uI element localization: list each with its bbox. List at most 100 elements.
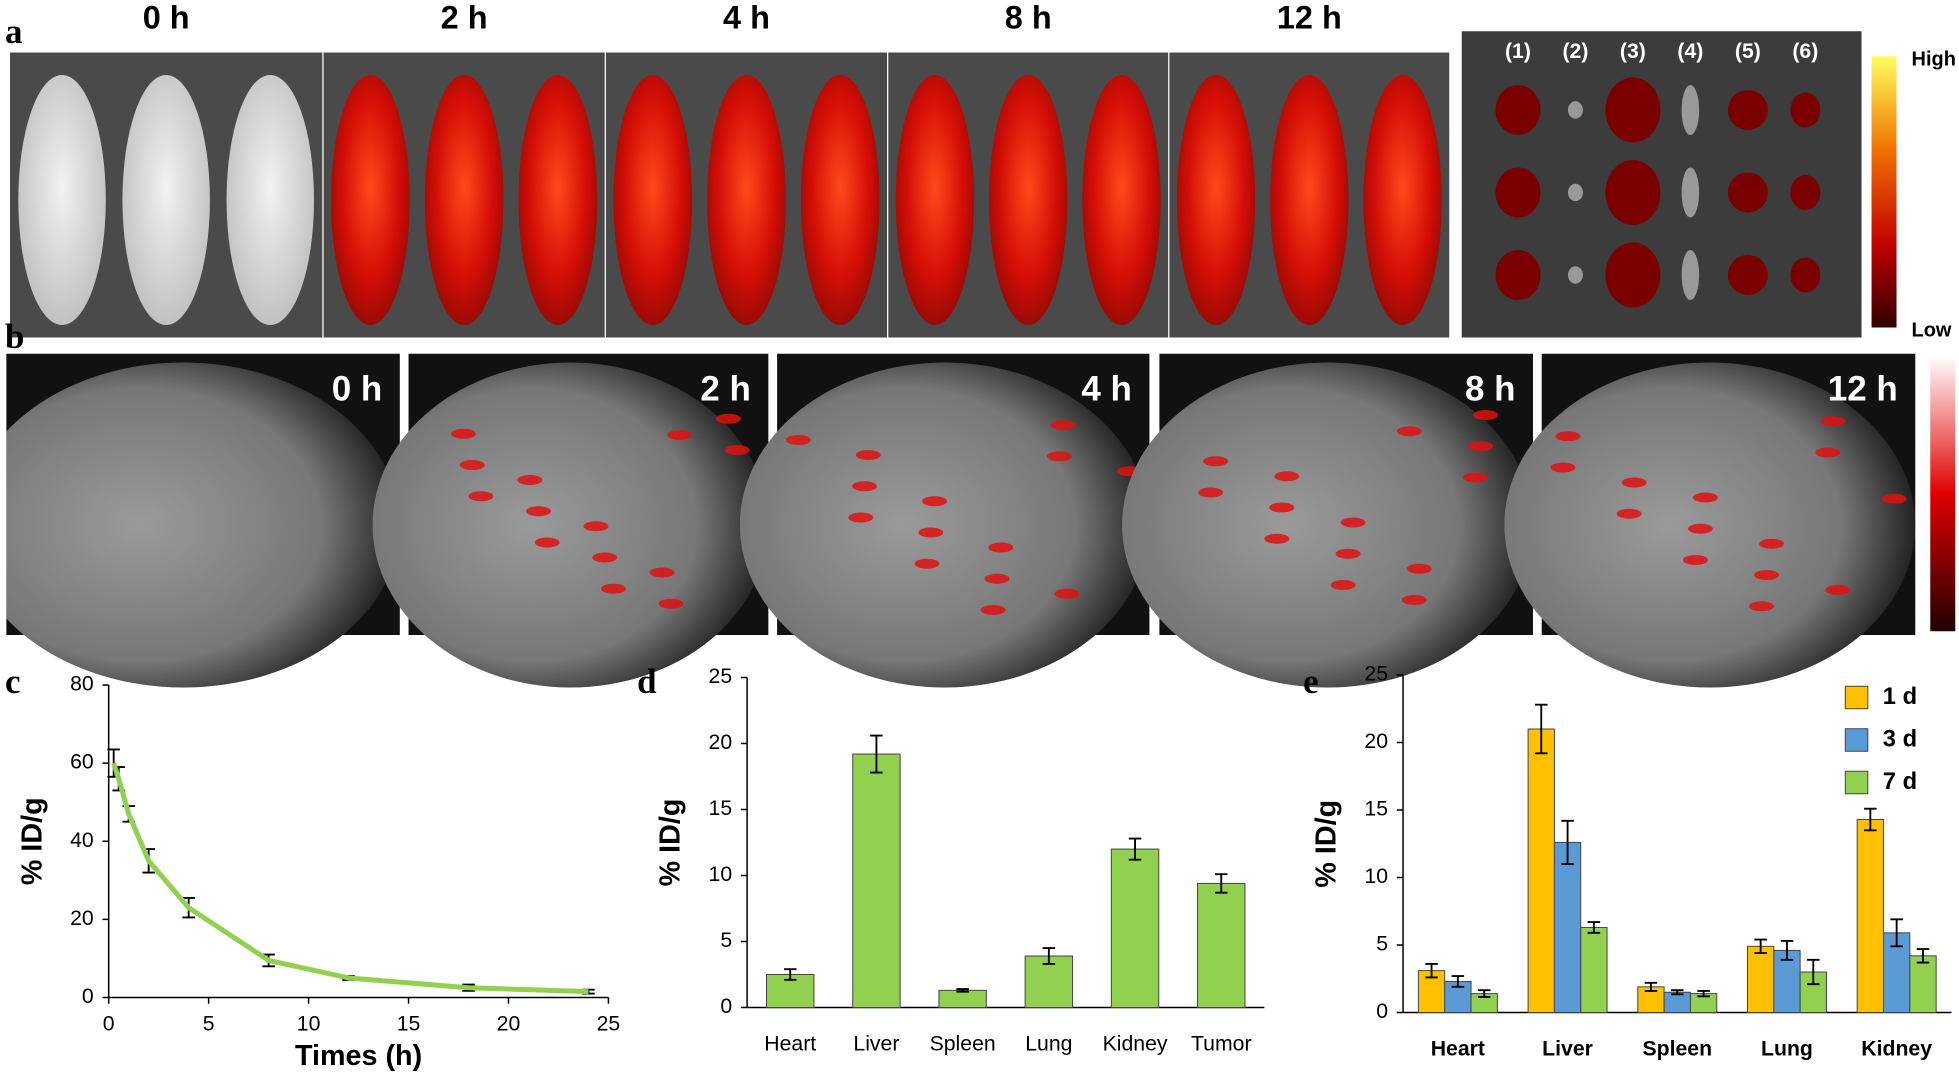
signal <box>517 475 543 485</box>
signal <box>525 506 551 517</box>
signal <box>592 552 618 563</box>
x-tick-label: Heart <box>764 1032 816 1056</box>
mouse <box>895 75 975 325</box>
signal <box>724 445 750 455</box>
x-tick-label: 0 <box>103 1012 115 1036</box>
y-tick-label: 15 <box>709 796 733 820</box>
y-axis-label: % ID/g <box>16 797 48 885</box>
signal <box>1269 502 1295 513</box>
mouse <box>226 75 315 325</box>
bar <box>1746 945 1775 1014</box>
organ-label: (2) <box>1562 39 1588 63</box>
image-panels <box>0 31 1956 688</box>
mouse <box>613 75 693 325</box>
signal <box>980 605 1006 615</box>
error-bar <box>1561 819 1574 865</box>
signal <box>1468 441 1493 452</box>
organ <box>1605 242 1661 308</box>
organ <box>1495 250 1541 300</box>
error-bar <box>1587 921 1601 934</box>
panel-letter: c <box>5 662 21 701</box>
error-bar <box>1697 989 1710 998</box>
error-bar <box>1425 962 1438 979</box>
organ <box>1605 160 1661 225</box>
mouse <box>331 75 410 325</box>
y-tick-label: 25 <box>709 664 733 688</box>
signal <box>1682 555 1708 565</box>
mouse <box>1270 75 1349 325</box>
tumor <box>1504 363 1915 688</box>
error-bar <box>1535 703 1548 755</box>
signal <box>1203 456 1229 467</box>
mouse <box>424 75 504 325</box>
signal <box>1687 523 1713 534</box>
scale-high: High <box>1912 48 1956 70</box>
error-bar <box>1754 938 1767 955</box>
panel-letter: b <box>5 317 24 356</box>
error-bar <box>1890 918 1903 948</box>
y-tick-label: 10 <box>709 862 733 886</box>
signal <box>1555 431 1581 442</box>
x-tick-label: 15 <box>397 1012 421 1036</box>
time-label: 0 h <box>143 0 190 36</box>
signal <box>1335 548 1361 559</box>
bar <box>1580 926 1608 1014</box>
error-bar <box>1042 947 1056 965</box>
y-tick-label: 80 <box>70 672 94 696</box>
organ <box>1681 250 1700 300</box>
organ <box>1495 167 1541 218</box>
signal <box>1881 493 1907 504</box>
x-tick-label: Kidney <box>1103 1032 1168 1056</box>
organ <box>1567 266 1583 284</box>
signal <box>988 542 1014 553</box>
signal <box>1759 538 1785 549</box>
y-tick-label: 10 <box>1364 864 1388 888</box>
signal <box>667 430 693 440</box>
x-axis-label: Times (h) <box>295 1040 422 1072</box>
tumor <box>0 363 400 688</box>
time-label: 2 h <box>700 369 751 408</box>
time-label: 2 h <box>441 0 488 36</box>
x-tick-label: 5 <box>203 1012 215 1036</box>
signal <box>459 460 485 470</box>
signal <box>1274 471 1300 482</box>
organ <box>1495 85 1541 135</box>
y-tick-label: 0 <box>1376 999 1388 1023</box>
bar <box>938 989 987 1008</box>
organ <box>1790 257 1821 293</box>
cover <box>0 337 7 638</box>
mouse <box>1363 75 1442 325</box>
organ-label: (6) <box>1792 39 1818 63</box>
y-tick-label: 0 <box>720 994 732 1018</box>
mouse <box>989 75 1068 325</box>
y-tick-label: 0 <box>82 984 94 1008</box>
bar <box>852 753 901 1008</box>
signal <box>600 583 626 594</box>
organ <box>1727 172 1768 213</box>
signal <box>1396 426 1422 437</box>
signal <box>1330 580 1356 590</box>
y-tick-label: 40 <box>70 828 94 852</box>
x-tick-label: 10 <box>297 1012 321 1036</box>
signal <box>1815 447 1841 458</box>
x-tick-label: Lung <box>1761 1037 1813 1061</box>
signal <box>1198 487 1224 498</box>
colorbar <box>1871 56 1897 328</box>
signal <box>918 527 944 538</box>
legend-swatch <box>1844 770 1869 795</box>
bar <box>1197 882 1246 1009</box>
time-label: 8 h <box>1005 0 1052 36</box>
organ-label: (1) <box>1505 39 1531 63</box>
x-tick-label: Heart <box>1431 1037 1485 1061</box>
signal <box>534 537 560 548</box>
signal <box>1825 585 1851 595</box>
y-tick-label: 20 <box>709 730 733 754</box>
error-bar <box>1671 989 1684 996</box>
error-bar <box>1807 958 1820 986</box>
signal <box>468 491 494 502</box>
organ <box>1567 101 1583 119</box>
signal <box>1406 563 1432 574</box>
error-bar <box>956 988 969 993</box>
